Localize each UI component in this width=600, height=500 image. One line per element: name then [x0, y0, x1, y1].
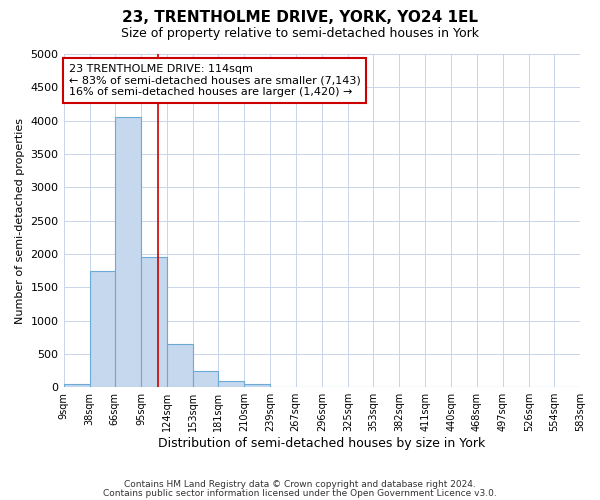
Bar	[141, 258, 167, 387]
Bar	[167, 344, 193, 387]
Bar	[244, 384, 271, 387]
Y-axis label: Number of semi-detached properties: Number of semi-detached properties	[15, 118, 25, 324]
Text: Contains HM Land Registry data © Crown copyright and database right 2024.: Contains HM Land Registry data © Crown c…	[124, 480, 476, 489]
X-axis label: Distribution of semi-detached houses by size in York: Distribution of semi-detached houses by …	[158, 437, 485, 450]
Text: 23 TRENTHOLME DRIVE: 114sqm
← 83% of semi-detached houses are smaller (7,143)
16: 23 TRENTHOLME DRIVE: 114sqm ← 83% of sem…	[69, 64, 361, 97]
Bar	[115, 118, 141, 387]
Bar	[64, 384, 89, 387]
Text: Size of property relative to semi-detached houses in York: Size of property relative to semi-detach…	[121, 28, 479, 40]
Text: 23, TRENTHOLME DRIVE, YORK, YO24 1EL: 23, TRENTHOLME DRIVE, YORK, YO24 1EL	[122, 10, 478, 25]
Bar	[89, 270, 115, 387]
Text: Contains public sector information licensed under the Open Government Licence v3: Contains public sector information licen…	[103, 488, 497, 498]
Bar	[218, 381, 244, 387]
Bar	[193, 371, 218, 387]
